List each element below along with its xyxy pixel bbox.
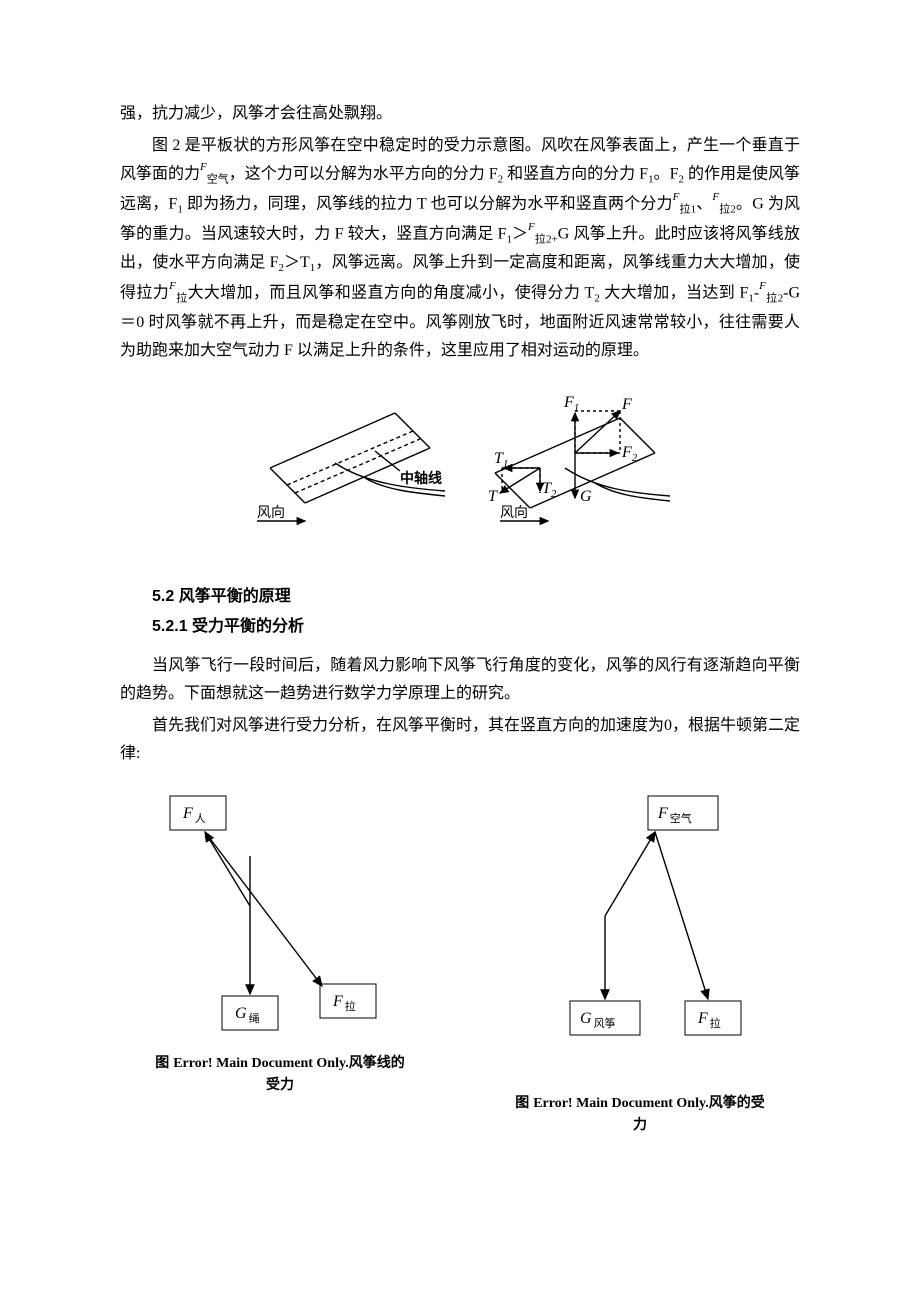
figure-kite-forces: 风向 中轴线 bbox=[120, 393, 800, 558]
fig2-F1: F1 bbox=[563, 394, 579, 414]
fig2-wind-left: 风向 bbox=[257, 505, 285, 521]
fig2-T1: T1 bbox=[494, 450, 508, 470]
right-G-kite: G风筝 bbox=[580, 1010, 616, 1030]
right-F-pull: F拉 bbox=[697, 1010, 721, 1030]
caption-left: 图 Error! Main Document Only.风筝线的受力 bbox=[150, 1052, 410, 1096]
left-F-person: F人 bbox=[182, 805, 206, 825]
sub-pull1: 拉1 bbox=[679, 203, 696, 215]
left-G-rope: G绳 bbox=[235, 1005, 260, 1025]
fig2-T: T bbox=[488, 488, 498, 505]
paragraph-1: 图 2 是平板状的方形风筝在空中稳定时的受力示意图。风吹在风筝表面上，产生一个垂… bbox=[120, 132, 800, 365]
heading-5-2: 5.2 风筝平衡的原理 bbox=[120, 582, 800, 612]
p1-c: 和竖直方向的分力 F bbox=[503, 165, 648, 182]
sub-pull-a: 拉 bbox=[176, 292, 188, 304]
right-F-air: F空气 bbox=[657, 805, 692, 825]
fig2-wind-right: 风向 bbox=[500, 505, 528, 521]
diagram-left: F人 G绳 F拉 图 Error! Main Document Only.风筝线… bbox=[120, 786, 440, 1136]
p1-n: 大大增加，当达到 F bbox=[600, 284, 749, 301]
var-F-2: F bbox=[673, 191, 680, 203]
var-F-3: F bbox=[712, 191, 719, 203]
p1-b: ，这个力可以分解为水平方向的分力 F bbox=[229, 165, 498, 182]
p1-k: ＞T bbox=[284, 254, 310, 271]
cap-left-err: Error! Main Document Only. bbox=[173, 1056, 349, 1071]
fig2-axis-label: 中轴线 bbox=[400, 470, 442, 487]
p1-m: 大大增加，而且风筝和竖直方向的角度减小，使得分力 T bbox=[188, 284, 595, 301]
var-F-1: F bbox=[200, 161, 207, 173]
fig2-G: G bbox=[580, 488, 592, 505]
fig2-T2: T2 bbox=[542, 480, 557, 500]
paragraph-0: 强，抗力减少，风筝才会往高处飘翔。 bbox=[120, 100, 800, 128]
paragraph-3: 首先我们对风筝进行受力分析，在风筝平衡时，其在竖直方向的加速度为0，根据牛顿第二… bbox=[120, 712, 800, 768]
sub-pull2: 拉2 bbox=[719, 203, 736, 215]
sub-pull2b: 拉2 bbox=[766, 292, 783, 304]
free-body-diagram-row: F人 G绳 F拉 图 Error! Main Document Only.风筝线… bbox=[120, 786, 800, 1136]
paragraph-2: 当风筝飞行一段时间后，随着风力影响下风筝飞行角度的变化，风筝的风行有逐渐趋向平衡… bbox=[120, 652, 800, 708]
heading-5-2-1: 5.2.1 受力平衡的分析 bbox=[120, 612, 800, 642]
sub-pull2plus: 拉2+ bbox=[535, 233, 558, 245]
fig2-F: F bbox=[621, 396, 632, 413]
cap-left-pre: 图 bbox=[155, 1054, 173, 1070]
fig2-F2: F2 bbox=[621, 444, 638, 464]
diagram-right: F空气 G风筝 F拉 图 Error! Main Document Only.风… bbox=[480, 786, 800, 1136]
p1-f: 即为扬力，同理，风筝线的拉力 T 也可以分解为水平和竖直两个分力 bbox=[183, 195, 673, 212]
var-F-6: F bbox=[759, 280, 766, 292]
sub-air-1: 空气 bbox=[207, 174, 229, 186]
p1-i: ＞ bbox=[512, 225, 528, 242]
left-F-pull: F拉 bbox=[332, 993, 356, 1013]
cap-right-pre: 图 bbox=[515, 1094, 533, 1110]
var-F-5: F bbox=[169, 280, 176, 292]
p1-d: 。F bbox=[654, 165, 679, 182]
p1-g: 、 bbox=[696, 195, 712, 212]
cap-right-err: Error! Main Document Only. bbox=[533, 1096, 709, 1111]
caption-right: 图 Error! Main Document Only.风筝的受力 bbox=[510, 1092, 770, 1136]
var-F-4: F bbox=[528, 221, 535, 233]
